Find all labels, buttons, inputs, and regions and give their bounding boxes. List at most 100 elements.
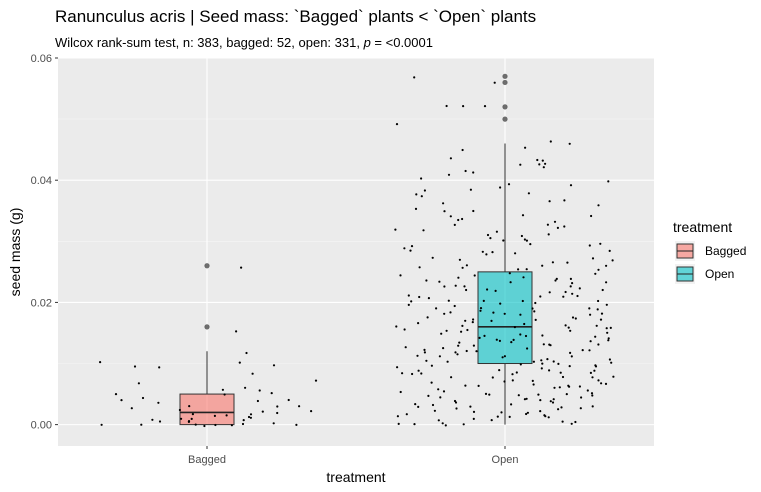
- outlier-point: [502, 73, 508, 79]
- data-point: [607, 339, 610, 342]
- data-point: [524, 334, 528, 338]
- data-point: [607, 337, 610, 340]
- data-point: [541, 334, 544, 337]
- y-tick-label: 0.06: [31, 53, 52, 65]
- data-point: [605, 281, 608, 284]
- data-point: [563, 225, 566, 228]
- outlier-point: [502, 104, 508, 110]
- data-point: [396, 415, 399, 418]
- data-point: [247, 415, 251, 419]
- data-point: [579, 407, 582, 410]
- data-point: [272, 422, 275, 425]
- data-point: [399, 390, 402, 394]
- data-point: [466, 328, 469, 332]
- data-point: [455, 407, 458, 410]
- outlier-point: [502, 116, 508, 122]
- chart-title: Ranunculus acris | Seed mass: `Bagged` p…: [55, 7, 536, 26]
- data-point: [413, 76, 416, 79]
- plot-panel: [58, 58, 654, 446]
- data-point: [491, 376, 494, 379]
- data-point: [453, 399, 457, 403]
- data-point: [552, 398, 555, 401]
- data-point: [567, 326, 570, 329]
- data-point: [607, 180, 610, 183]
- data-point: [261, 410, 264, 413]
- outlier-point: [502, 79, 508, 86]
- data-point: [495, 230, 498, 233]
- data-point: [449, 157, 452, 160]
- data-point: [558, 386, 561, 389]
- data-point: [475, 350, 478, 353]
- data-point: [453, 304, 456, 308]
- box-open: [477, 73, 533, 425]
- data-point: [449, 311, 452, 314]
- data-point: [525, 412, 528, 416]
- data-point: [410, 245, 414, 248]
- data-point: [526, 347, 529, 350]
- data-point: [465, 349, 468, 353]
- data-point: [604, 382, 608, 385]
- data-point: [524, 146, 527, 149]
- data-point: [427, 394, 430, 397]
- data-point: [287, 398, 290, 402]
- data-point: [484, 392, 488, 395]
- data-point: [553, 386, 556, 389]
- data-point: [578, 287, 581, 290]
- data-point: [511, 379, 514, 382]
- data-point: [503, 380, 506, 383]
- data-point: [471, 321, 474, 324]
- data-point: [417, 405, 420, 408]
- data-point: [403, 247, 406, 250]
- data-point: [447, 173, 451, 176]
- data-point: [523, 398, 527, 401]
- data-point: [230, 424, 233, 427]
- data-point: [490, 319, 493, 322]
- data-point: [501, 356, 504, 359]
- data-point: [460, 330, 463, 333]
- data-point: [416, 354, 419, 357]
- data-point: [249, 416, 252, 419]
- data-point: [523, 322, 526, 326]
- data-point: [472, 417, 475, 420]
- data-point: [532, 383, 535, 386]
- data-point: [465, 264, 468, 267]
- data-point: [597, 204, 600, 207]
- data-point: [600, 382, 603, 385]
- data-point: [589, 371, 593, 374]
- data-point: [512, 338, 515, 341]
- data-point: [158, 420, 162, 423]
- data-point: [407, 303, 410, 306]
- data-point: [461, 266, 464, 269]
- data-point: [542, 166, 545, 169]
- outlier-point: [204, 324, 210, 330]
- data-point: [548, 291, 551, 294]
- data-point: [214, 423, 217, 427]
- data-point: [594, 365, 598, 368]
- data-point: [420, 177, 423, 180]
- data-point: [458, 341, 461, 344]
- data-point: [569, 277, 573, 280]
- data-point: [295, 423, 298, 426]
- data-point: [597, 299, 600, 303]
- data-point: [445, 329, 448, 332]
- data-point: [597, 268, 600, 271]
- data-point: [539, 410, 542, 413]
- data-point: [561, 375, 565, 379]
- data-point: [437, 388, 440, 391]
- data-point: [608, 358, 612, 361]
- data-point: [542, 343, 545, 346]
- data-point: [430, 381, 433, 384]
- data-point: [581, 349, 584, 352]
- data-point: [491, 251, 494, 254]
- data-point: [527, 192, 531, 195]
- data-point: [517, 268, 520, 271]
- y-tick-label: 0.04: [31, 175, 52, 187]
- data-point: [526, 411, 530, 414]
- data-point: [472, 344, 475, 347]
- data-point: [540, 367, 543, 370]
- data-point: [443, 210, 446, 213]
- data-point: [399, 274, 402, 277]
- data-point: [565, 393, 568, 396]
- data-point: [481, 250, 484, 253]
